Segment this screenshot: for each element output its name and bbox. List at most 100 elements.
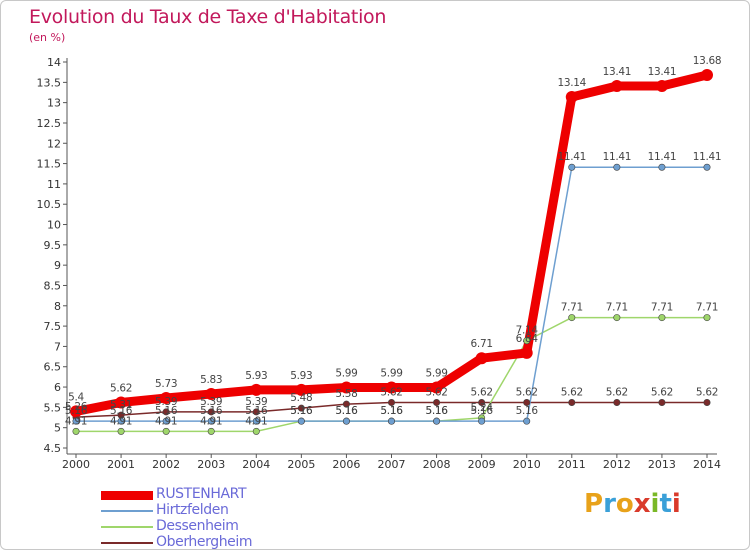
y-tick-label: 7.5 [44,320,62,333]
data-label-hirtzfelden: 5.16 [290,405,313,417]
data-point-oberhergheim [613,398,621,406]
data-point-dessenheim [568,314,576,322]
logo-letter: r [603,489,616,519]
data-label-hirtzfelden: 5.16 [516,405,539,417]
data-label-dessenheim: 4.91 [65,415,87,427]
data-point-hirtzfelden [658,163,666,171]
x-tick-label: 2001 [107,458,135,471]
logo-letter: t [659,489,672,519]
chart-axes: 4.5 5 5.5 6 6.5 7 7.5 8 8.5 9 9.5 10 10.5 11 11.5 12 12.… [37,56,722,471]
data-label-dessenheim: 5.16 [290,405,313,417]
data-point-dessenheim [658,314,666,322]
data-label-rustenhart: 6.84 [516,333,539,345]
legend-swatch [101,510,153,512]
data-point-oberhergheim [658,398,666,406]
data-point-dessenheim [252,427,260,435]
y-tick-label: 7 [54,340,61,353]
data-point-dessenheim [117,427,125,435]
data-label-oberhergheim: 5.62 [651,386,673,398]
legend-label: RUSTENHART [156,486,247,502]
data-label-dessenheim: 4.91 [110,415,132,427]
data-label-rustenhart: 13.41 [648,66,677,78]
data-point-hirtzfelden [478,417,486,425]
legend-swatch [101,542,153,544]
y-tick-label: 11.5 [37,158,62,171]
x-tick-label: 2013 [648,458,676,471]
data-label-hirtzfelden: 5.16 [200,405,223,417]
data-label-rustenhart: 6.71 [471,338,493,350]
y-tick-label: 9.5 [44,239,62,252]
data-point-oberhergheim [387,398,395,406]
data-label-rustenhart: 13.41 [603,66,632,78]
data-label-oberhergheim: 5.39 [155,396,177,408]
data-label-dessenheim: 7.71 [606,302,628,314]
data-point-rustenhart [385,381,398,394]
data-label-oberhergheim: 5.62 [425,386,447,398]
x-tick-label: 2011 [558,458,586,471]
data-point-rustenhart [115,396,128,409]
data-point-oberhergheim [478,398,486,406]
data-point-hirtzfelden [117,417,125,425]
data-label-rustenhart: 5.62 [110,382,132,394]
data-label-hirtzfelden: 5.16 [155,405,178,417]
data-label-rustenhart: 5.4 [68,391,84,403]
chart-title: Evolution du Taux de Taxe d'Habitation [29,6,387,28]
data-point-rustenhart [340,381,353,394]
data-label-rustenhart: 13.14 [558,77,587,89]
data-point-hirtzfelden [703,163,711,171]
legend-swatch [101,526,153,528]
data-point-rustenhart [565,90,578,103]
data-point-oberhergheim [523,398,531,406]
logo-letter: o [615,489,634,519]
x-tick-label: 2009 [468,458,496,471]
data-label-hirtzfelden: 5.16 [425,405,448,417]
data-point-rustenhart [520,346,533,359]
data-point-dessenheim [703,314,711,322]
data-point-hirtzfelden [433,417,441,425]
x-tick-label: 2004 [242,458,270,471]
y-tick-label: 9 [54,259,61,272]
data-label-dessenheim: 5.16 [380,405,403,417]
y-tick-label: 13.5 [37,76,62,89]
data-point-rustenhart [610,79,623,92]
data-point-hirtzfelden [568,163,576,171]
data-point-dessenheim [613,314,621,322]
y-tick-label: 13 [47,97,61,110]
data-point-oberhergheim [703,398,711,406]
data-point-oberhergheim [342,400,350,408]
data-point-hirtzfelden [342,417,350,425]
data-point-dessenheim [162,427,170,435]
y-tick-label: 10.5 [37,198,62,211]
data-point-rustenhart [205,387,218,400]
data-label-dessenheim: 5.16 [335,405,358,417]
logo-letter: P [584,489,604,519]
data-point-oberhergheim [207,408,215,416]
data-label-oberhergheim: 5.58 [335,388,357,400]
data-label-oberhergheim: 5.26 [65,401,88,413]
data-label-oberhergheim: 5.62 [471,386,493,398]
x-tick-label: 2012 [603,458,631,471]
y-tick-label: 8.5 [44,279,62,292]
series-line-rustenhart [71,70,712,416]
data-label-oberhergheim: 5.39 [245,396,267,408]
data-label-oberhergheim: 5.62 [380,386,402,398]
x-tick-label: 2000 [62,458,90,471]
logo-letter: x [633,489,651,519]
y-tick-label: 5 [54,422,61,435]
data-label-hirtzfelden: 5.16 [245,405,268,417]
data-label-rustenhart: 13.68 [693,55,722,67]
y-tick-label: 8 [54,300,61,313]
x-tick-label: 2014 [693,458,721,471]
data-label-dessenheim: 7.14 [516,325,539,337]
x-tick-label: 2005 [287,458,315,471]
data-point-hirtzfelden [162,417,170,425]
data-label-oberhergheim: 5.62 [561,386,583,398]
x-tick-label: 2003 [197,458,225,471]
data-label-rustenhart: 5.83 [200,374,222,386]
data-point-oberhergheim [433,398,441,406]
data-label-hirtzfelden: 5.16 [471,405,494,417]
data-point-rustenhart [655,79,668,92]
y-tick-label: 6 [54,381,61,394]
data-label-oberhergheim: 5.39 [200,396,222,408]
